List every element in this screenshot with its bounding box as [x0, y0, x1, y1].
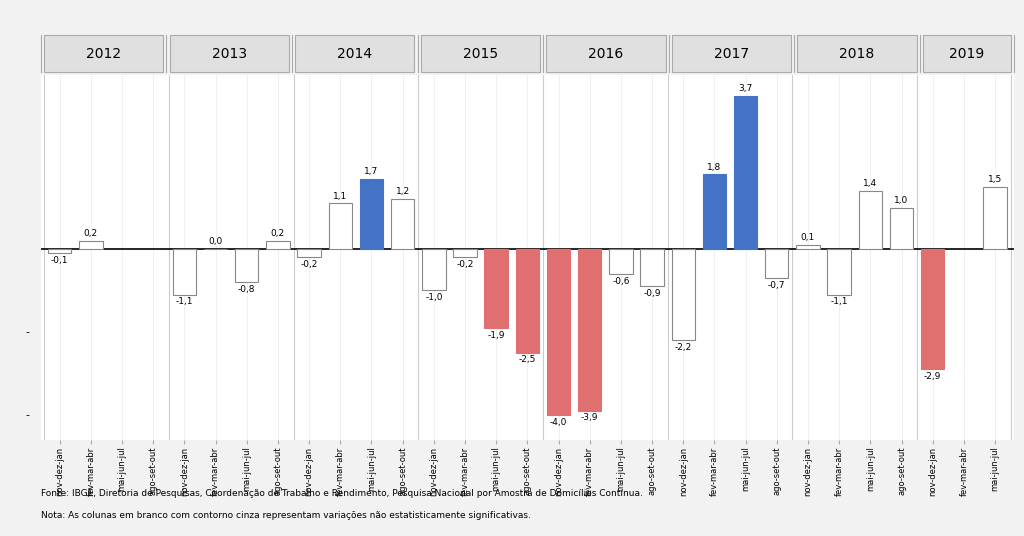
- Bar: [578, 249, 601, 411]
- Text: 1,7: 1,7: [365, 167, 379, 176]
- Bar: [79, 241, 102, 249]
- Text: -4,0: -4,0: [550, 418, 567, 427]
- Text: 1,2: 1,2: [395, 188, 410, 196]
- Bar: [484, 249, 508, 327]
- Text: -3,9: -3,9: [581, 413, 598, 422]
- Bar: [359, 178, 383, 249]
- Text: 1,0: 1,0: [894, 196, 908, 205]
- Bar: [890, 207, 913, 249]
- Text: -2,9: -2,9: [924, 372, 941, 381]
- Text: Fonte: IBGE, Diretoria de Pesquisas, Coordenação de Trabalho e Rendimento, Pesqu: Fonte: IBGE, Diretoria de Pesquisas, Coo…: [41, 489, 643, 498]
- Text: -: -: [26, 410, 30, 420]
- Text: -0,6: -0,6: [612, 277, 630, 286]
- Text: -1,1: -1,1: [176, 297, 194, 307]
- Text: -0,9: -0,9: [643, 289, 660, 298]
- Text: 1,1: 1,1: [333, 191, 347, 200]
- Text: 2017: 2017: [714, 47, 749, 61]
- Text: 0,1: 0,1: [801, 233, 815, 242]
- Text: 2016: 2016: [588, 47, 624, 61]
- Bar: [921, 249, 944, 369]
- Text: -2,2: -2,2: [675, 343, 692, 352]
- Text: -2,5: -2,5: [519, 355, 536, 364]
- Bar: [702, 174, 726, 249]
- Bar: [391, 199, 415, 249]
- Bar: [48, 249, 72, 253]
- Bar: [827, 249, 851, 295]
- Text: 0,0: 0,0: [209, 237, 222, 246]
- Text: Nota: As colunas em branco com contorno cinza representam variações não estatist: Nota: As colunas em branco com contorno …: [41, 511, 530, 520]
- Text: 1,8: 1,8: [708, 162, 722, 172]
- Text: 2019: 2019: [949, 47, 984, 61]
- Text: 2018: 2018: [840, 47, 874, 61]
- Bar: [329, 204, 352, 249]
- Bar: [454, 249, 477, 257]
- Text: 0,2: 0,2: [271, 229, 285, 238]
- Bar: [236, 249, 258, 282]
- Bar: [859, 191, 882, 249]
- Bar: [765, 249, 788, 278]
- Bar: [266, 241, 290, 249]
- Text: -1,1: -1,1: [830, 297, 848, 307]
- Bar: [797, 245, 819, 249]
- Bar: [547, 249, 570, 415]
- Text: 2013: 2013: [212, 47, 247, 61]
- Text: 2015: 2015: [463, 47, 498, 61]
- Bar: [672, 249, 695, 340]
- Text: -0,8: -0,8: [238, 285, 256, 294]
- Text: -0,1: -0,1: [51, 256, 69, 265]
- Text: -0,7: -0,7: [768, 281, 785, 290]
- Bar: [173, 249, 196, 295]
- Bar: [609, 249, 633, 274]
- Text: -1,9: -1,9: [487, 331, 505, 340]
- Bar: [516, 249, 539, 353]
- Bar: [422, 249, 445, 291]
- Text: -0,2: -0,2: [300, 260, 317, 269]
- Text: -1,0: -1,0: [425, 293, 442, 302]
- Text: 2014: 2014: [337, 47, 373, 61]
- Text: 2012: 2012: [86, 47, 121, 61]
- Bar: [983, 187, 1007, 249]
- Bar: [640, 249, 664, 286]
- Text: -0,2: -0,2: [457, 260, 474, 269]
- Text: -: -: [26, 327, 30, 337]
- Text: 1,4: 1,4: [863, 179, 878, 188]
- Bar: [297, 249, 321, 257]
- Text: 0,2: 0,2: [84, 229, 98, 238]
- Text: 1,5: 1,5: [988, 175, 1002, 184]
- Text: 3,7: 3,7: [738, 84, 753, 93]
- Bar: [734, 96, 758, 249]
